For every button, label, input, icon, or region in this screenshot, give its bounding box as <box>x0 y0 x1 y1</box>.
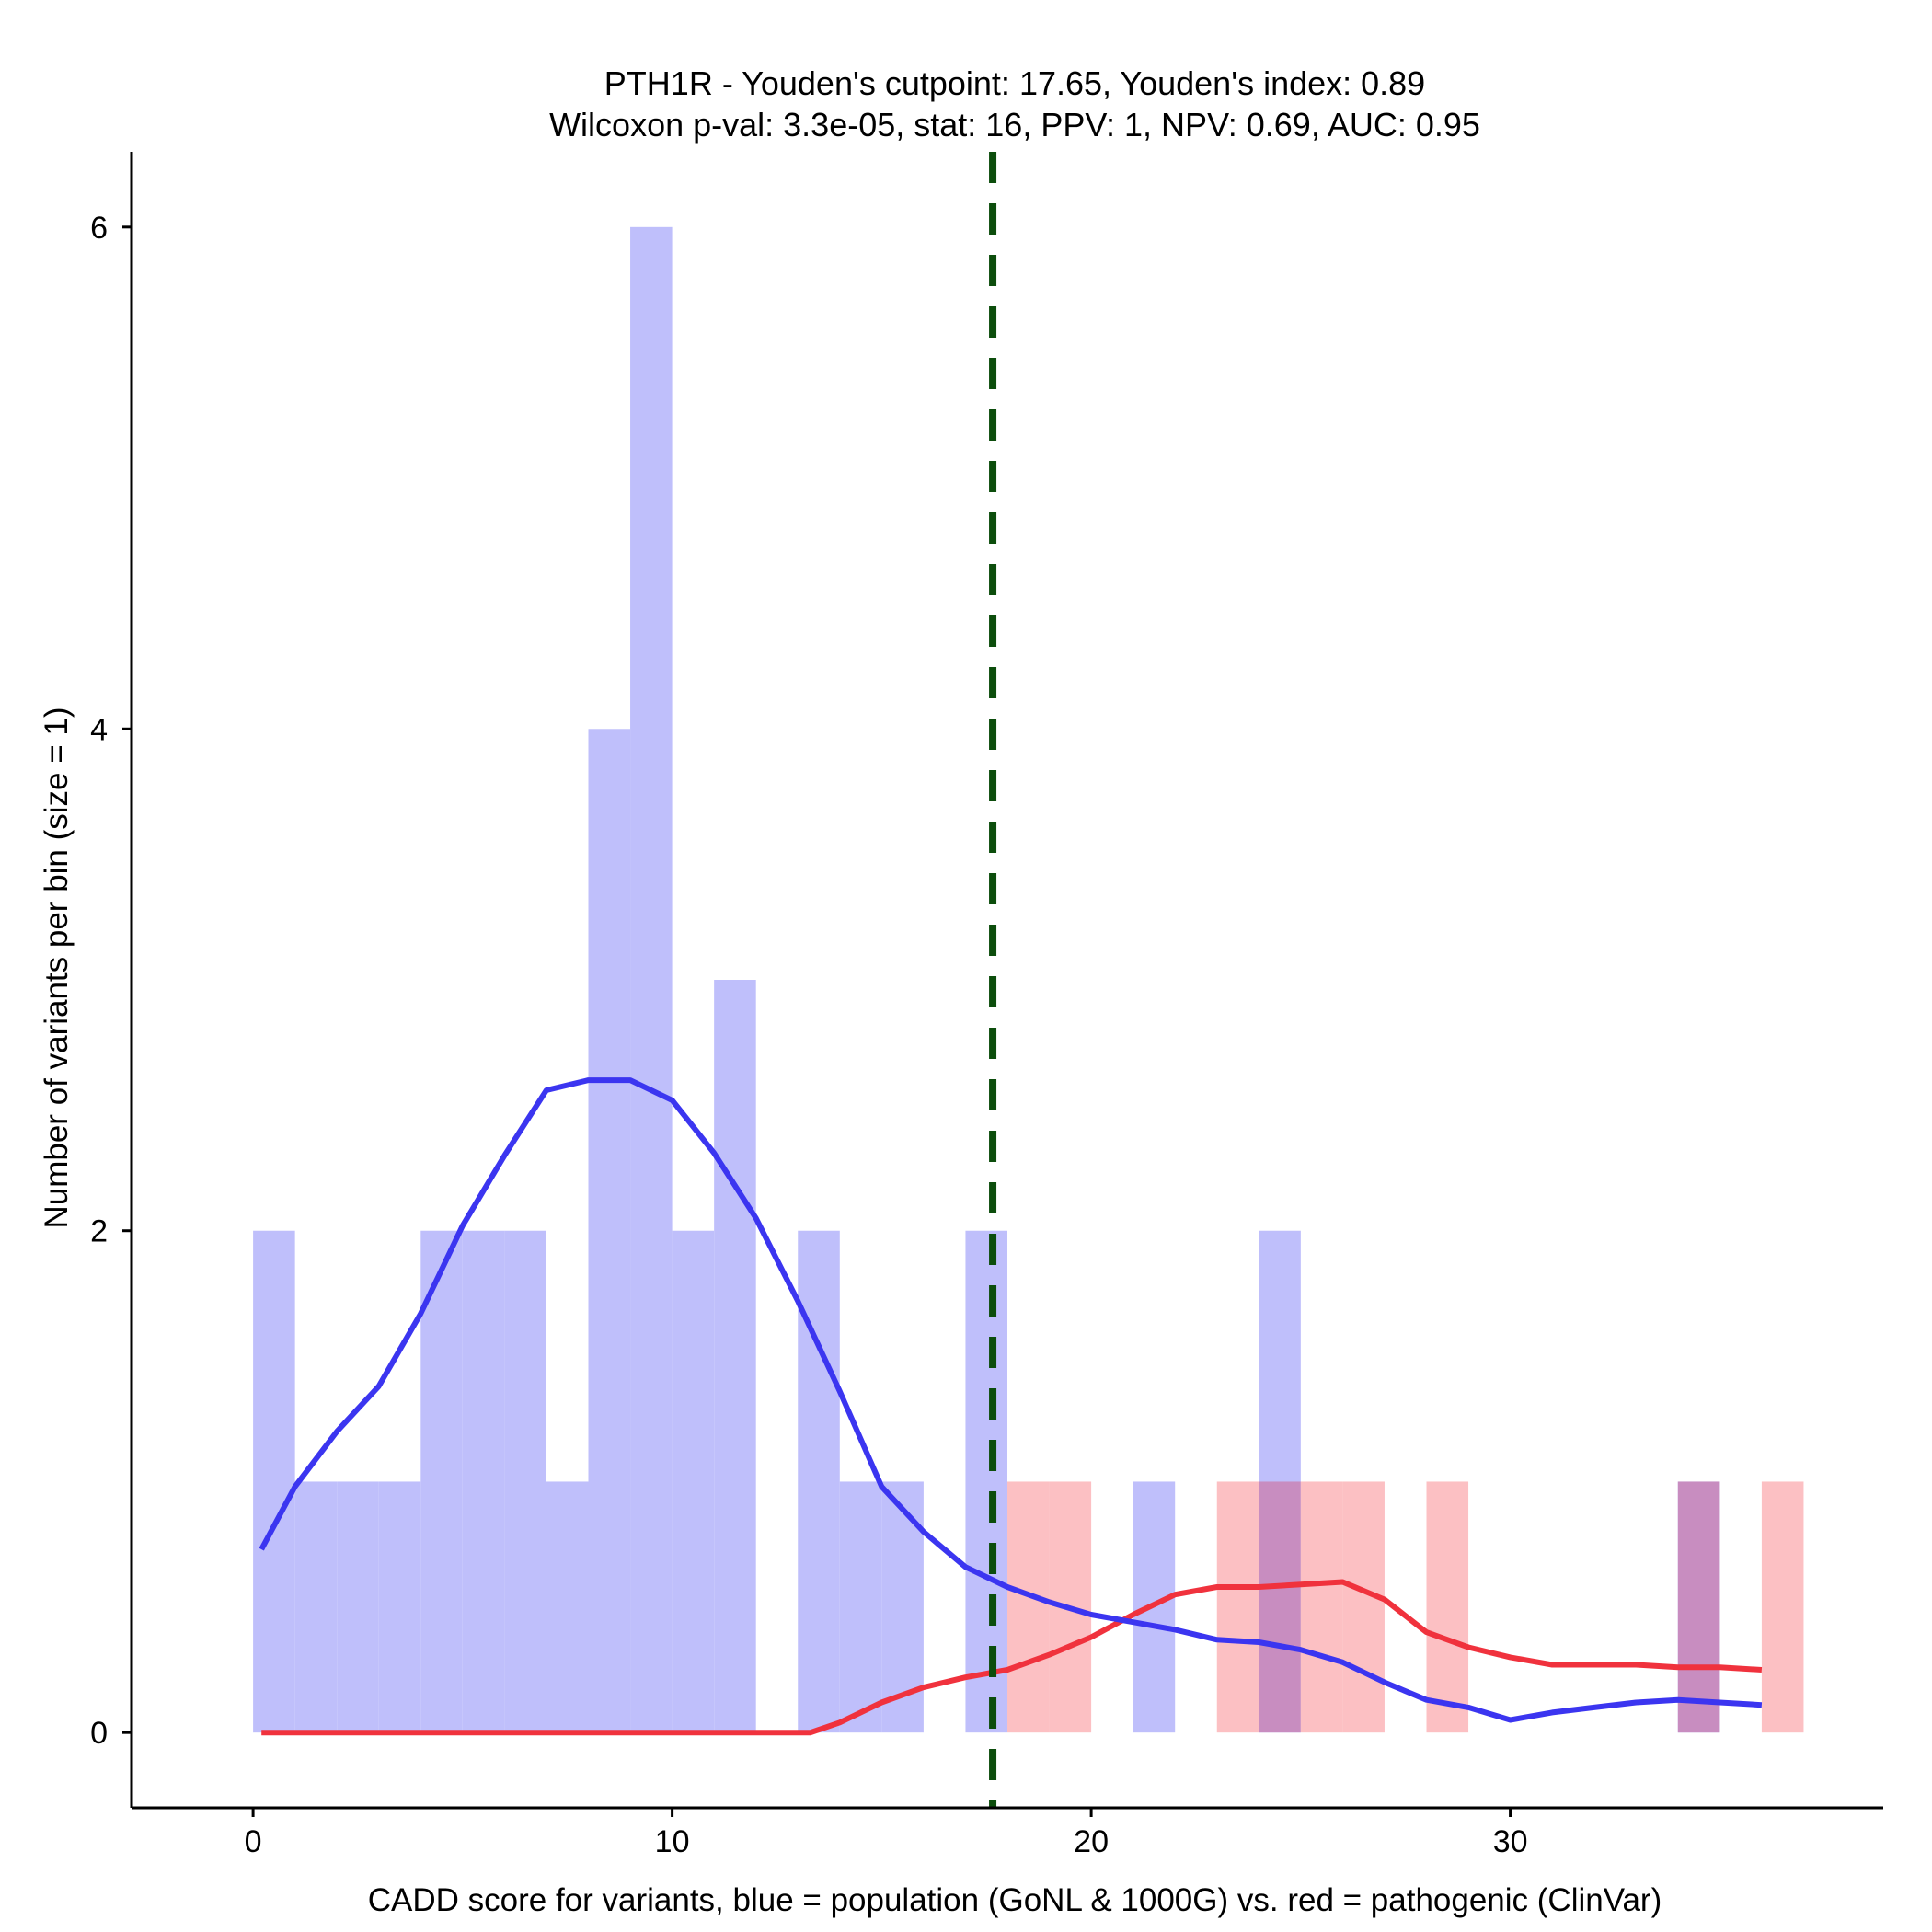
y-tick-label: 4 <box>90 712 108 747</box>
density-curves-layer <box>259 1077 1763 1736</box>
population-bar <box>337 1481 379 1733</box>
x-tick-label: 10 <box>655 1824 690 1859</box>
population-bar <box>714 980 756 1733</box>
pathogenic-bar <box>1007 1481 1050 1733</box>
population-bar <box>378 1481 421 1733</box>
population-bar <box>294 1481 338 1733</box>
pathogenic-density-line <box>261 1579 1763 1736</box>
chart-title: PTH1R - Youden's cutpoint: 17.65, Youden… <box>604 64 1425 102</box>
pathogenic-bar <box>1342 1481 1385 1733</box>
population-bar <box>630 226 673 1733</box>
population-bar <box>420 1230 463 1733</box>
population-bar <box>798 1230 840 1733</box>
pathogenic-bar <box>1216 1481 1259 1733</box>
pathogenic-bar <box>1761 1481 1804 1733</box>
x-tick-label: 20 <box>1074 1824 1109 1859</box>
chart-subtitle: Wilcoxon p-val: 3.3e-05, stat: 16, PPV: … <box>549 106 1480 144</box>
population-bar <box>462 1230 505 1733</box>
population-density-line <box>259 1077 1763 1723</box>
population-bar <box>546 1481 589 1733</box>
ticks-layer: 0 10 20 30 0 2 4 6 <box>90 211 1527 1859</box>
y-tick-label: 0 <box>90 1716 108 1751</box>
y-tick-label: 2 <box>90 1214 108 1249</box>
overlap-bar <box>1677 1481 1720 1733</box>
population-bar <box>504 1230 546 1733</box>
overlap-bar <box>1259 1481 1301 1733</box>
x-tick-label: 30 <box>1493 1824 1528 1859</box>
x-axis-title: CADD score for variants, blue = populati… <box>368 1882 1662 1918</box>
y-axis-title: Number of variants per bin (size = 1) <box>39 707 75 1228</box>
pathogenic-bar <box>1426 1481 1469 1733</box>
bars-layer <box>253 226 1804 1733</box>
population-bar <box>672 1230 715 1733</box>
axes-layer <box>130 152 1883 1810</box>
pathogenic-bar <box>1300 1481 1343 1733</box>
population-bar <box>839 1481 882 1733</box>
population-bar <box>588 729 631 1733</box>
x-tick-label: 0 <box>245 1824 262 1859</box>
population-bar <box>965 1230 1007 1733</box>
population-bar <box>253 1230 295 1733</box>
y-tick-label: 6 <box>90 211 108 246</box>
